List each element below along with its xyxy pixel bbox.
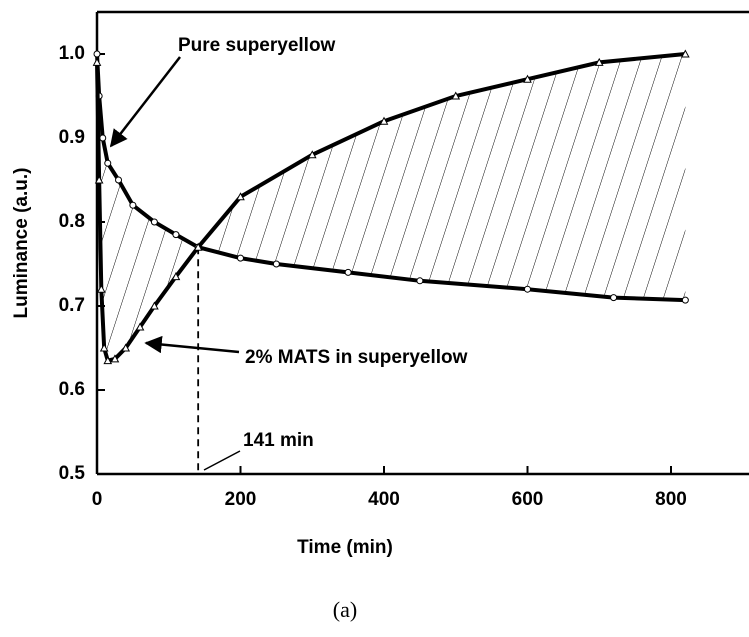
- y-axis-title: Luminance (a.u.): [11, 168, 32, 319]
- x-tick-label: 400: [368, 489, 400, 510]
- x-tick-label: 0: [92, 489, 103, 510]
- x-axis-title: Time (min): [297, 537, 393, 558]
- point: [681, 296, 689, 304]
- annotation: Pure superyellow: [178, 35, 336, 56]
- point: [193, 242, 203, 251]
- point: [150, 301, 159, 310]
- point: [135, 322, 145, 331]
- point: [115, 176, 123, 184]
- point: [237, 254, 244, 262]
- point: [99, 343, 109, 352]
- annotation: 2% MATS in superyellow: [245, 347, 468, 368]
- point: [110, 354, 120, 363]
- point: [96, 284, 106, 293]
- point: [129, 201, 137, 209]
- x-tick-label: 600: [512, 489, 544, 510]
- point: [104, 159, 112, 167]
- y-tick-label: 1.0: [59, 43, 85, 64]
- arrow: [109, 56, 181, 148]
- point: [524, 285, 531, 293]
- point: [344, 268, 352, 276]
- annotation: 141 min: [243, 430, 314, 451]
- series-line: [95, 52, 686, 363]
- point: [150, 218, 158, 226]
- point: [523, 74, 532, 83]
- point: [99, 134, 107, 142]
- point: [103, 356, 113, 365]
- x-tick-label: 800: [655, 489, 687, 510]
- point: [171, 272, 181, 281]
- point: [416, 277, 424, 285]
- y-tick-label: 0.9: [59, 127, 85, 148]
- point: [272, 260, 280, 268]
- x-tick-label: 200: [225, 489, 257, 510]
- series-line: [95, 53, 686, 303]
- point: [451, 91, 461, 100]
- point: [94, 175, 104, 184]
- point: [594, 57, 604, 66]
- y-tick-label: 0.8: [59, 211, 85, 232]
- point: [610, 294, 618, 302]
- caption: (a): [333, 597, 357, 622]
- point: [236, 192, 245, 201]
- point: [172, 231, 180, 239]
- point: [681, 49, 690, 58]
- y-tick-label: 0.5: [59, 463, 86, 484]
- arrow: [203, 450, 241, 471]
- point: [379, 116, 389, 125]
- arrow: [144, 335, 240, 354]
- point: [93, 50, 101, 58]
- point: [307, 150, 317, 159]
- y-tick-label: 0.6: [59, 379, 85, 400]
- point: [121, 343, 131, 352]
- hatch-area: [97, 54, 686, 361]
- point: [92, 57, 102, 66]
- y-tick-label: 0.7: [59, 295, 85, 316]
